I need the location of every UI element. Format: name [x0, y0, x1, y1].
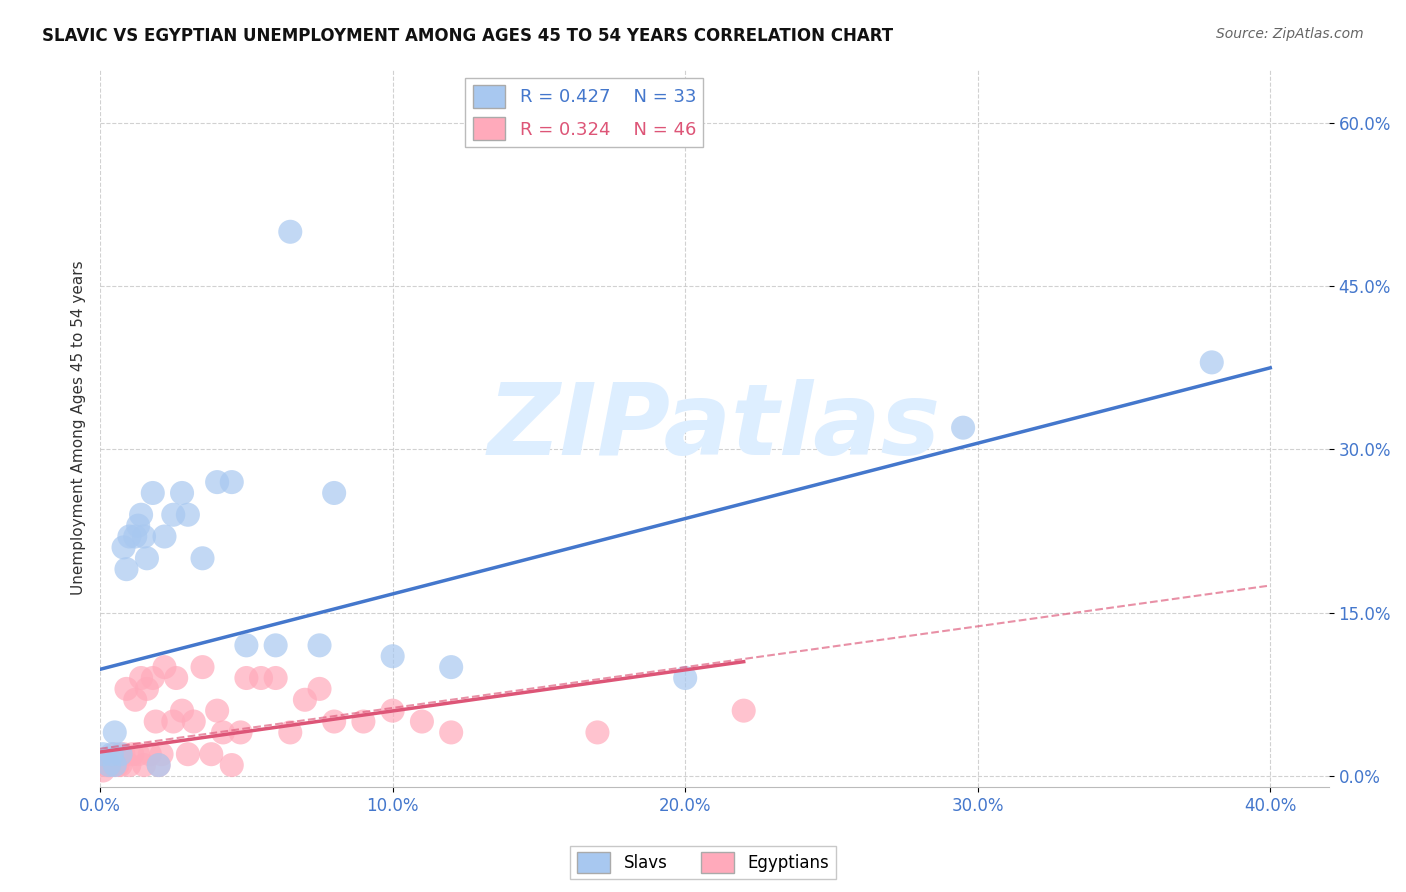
Point	[150, 747, 173, 762]
Point	[101, 758, 124, 772]
Point	[235, 638, 257, 652]
Point	[1201, 355, 1223, 369]
Point	[104, 747, 127, 762]
Point	[129, 508, 152, 522]
Point	[586, 725, 609, 739]
Point	[139, 747, 162, 762]
Point	[148, 758, 170, 772]
Point	[142, 486, 165, 500]
Point	[205, 704, 228, 718]
Point	[264, 671, 287, 685]
Point	[952, 420, 974, 434]
Point	[110, 747, 132, 762]
Point	[308, 638, 330, 652]
Point	[132, 529, 155, 543]
Point	[212, 725, 235, 739]
Point	[127, 518, 149, 533]
Point	[136, 551, 159, 566]
Point	[107, 758, 129, 772]
Point	[191, 551, 214, 566]
Point	[183, 714, 205, 729]
Point	[673, 671, 696, 685]
Point	[200, 747, 222, 762]
Point	[91, 747, 114, 762]
Point	[118, 529, 141, 543]
Point	[124, 692, 146, 706]
Point	[381, 704, 404, 718]
Point	[294, 692, 316, 706]
Point	[142, 671, 165, 685]
Point	[278, 225, 301, 239]
Point	[250, 671, 273, 685]
Point	[162, 508, 184, 522]
Point	[235, 671, 257, 685]
Point	[323, 486, 346, 500]
Point	[205, 475, 228, 489]
Point	[352, 714, 374, 729]
Text: ZIPatlas: ZIPatlas	[488, 379, 941, 476]
Point	[104, 758, 127, 772]
Point	[191, 660, 214, 674]
Point	[112, 747, 135, 762]
Point	[381, 649, 404, 664]
Point	[170, 704, 193, 718]
Point	[97, 758, 120, 772]
Point	[733, 704, 755, 718]
Point	[124, 529, 146, 543]
Point	[278, 725, 301, 739]
Point	[136, 681, 159, 696]
Point	[121, 747, 143, 762]
Text: Source: ZipAtlas.com: Source: ZipAtlas.com	[1216, 27, 1364, 41]
Point	[115, 562, 138, 576]
Point	[165, 671, 187, 685]
Point	[221, 758, 243, 772]
Legend: R = 0.427    N = 33, R = 0.324    N = 46: R = 0.427 N = 33, R = 0.324 N = 46	[465, 78, 703, 147]
Point	[91, 764, 114, 778]
Point	[104, 725, 127, 739]
Point	[323, 714, 346, 729]
Point	[411, 714, 433, 729]
Point	[440, 660, 463, 674]
Legend: Slavs, Egyptians: Slavs, Egyptians	[571, 846, 835, 880]
Point	[153, 529, 176, 543]
Point	[132, 758, 155, 772]
Point	[94, 758, 117, 772]
Point	[177, 747, 200, 762]
Point	[115, 681, 138, 696]
Point	[129, 671, 152, 685]
Point	[177, 508, 200, 522]
Text: SLAVIC VS EGYPTIAN UNEMPLOYMENT AMONG AGES 45 TO 54 YEARS CORRELATION CHART: SLAVIC VS EGYPTIAN UNEMPLOYMENT AMONG AG…	[42, 27, 893, 45]
Point	[264, 638, 287, 652]
Point	[127, 747, 149, 762]
Point	[221, 475, 243, 489]
Point	[97, 758, 120, 772]
Point	[118, 758, 141, 772]
Point	[162, 714, 184, 729]
Point	[101, 747, 124, 762]
Point	[110, 758, 132, 772]
Y-axis label: Unemployment Among Ages 45 to 54 years: Unemployment Among Ages 45 to 54 years	[72, 260, 86, 595]
Point	[145, 714, 167, 729]
Point	[148, 758, 170, 772]
Point	[170, 486, 193, 500]
Point	[153, 660, 176, 674]
Point	[112, 541, 135, 555]
Point	[440, 725, 463, 739]
Point	[308, 681, 330, 696]
Point	[229, 725, 252, 739]
